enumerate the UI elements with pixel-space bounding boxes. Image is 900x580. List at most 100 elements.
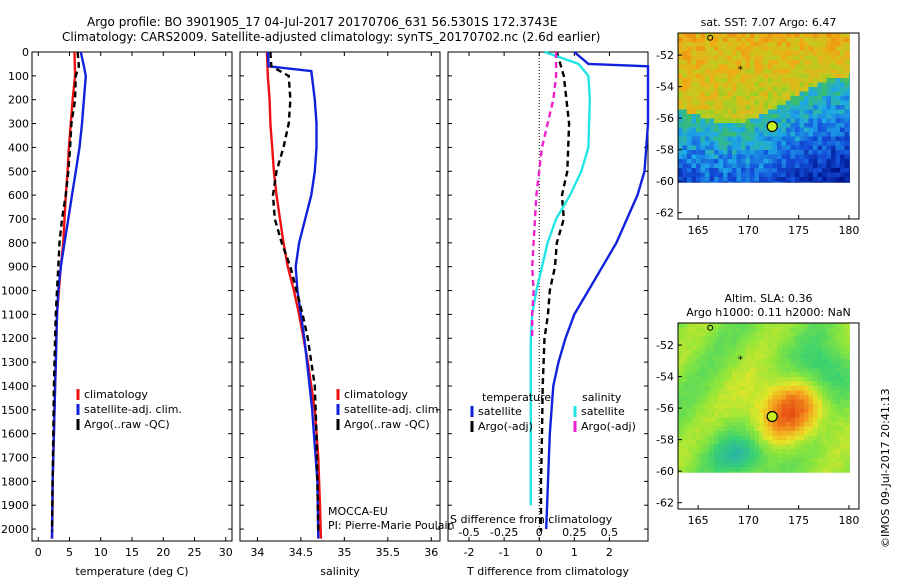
heatmap-cell: [763, 73, 769, 79]
heatmap-cell: [835, 82, 841, 88]
heatmap-cell: [840, 78, 845, 83]
heatmap-cell: [795, 350, 800, 355]
heatmap-cell: [840, 467, 845, 472]
heatmap-cell: [759, 177, 764, 182]
heatmap-cell: [786, 123, 791, 128]
heatmap-cell: [799, 426, 805, 432]
heatmap-cell: [763, 363, 769, 369]
heatmap-cell: [727, 109, 733, 115]
heatmap-cell: [840, 73, 845, 79]
heatmap-cell: [777, 390, 782, 396]
heatmap-cell: [682, 100, 688, 106]
heatmap-cell: [682, 404, 688, 409]
sst-map: 165 170 175 180-52-54-56-58-60-62*sat. SST:…: [656, 16, 860, 237]
heatmap-cell: [768, 426, 773, 432]
heatmap-cell: [813, 145, 818, 151]
heatmap-cell: [831, 127, 836, 133]
heatmap-cell: [844, 82, 850, 88]
heatmap-cell: [822, 354, 827, 360]
heatmap-cell: [831, 132, 836, 137]
heatmap-cell: [768, 390, 773, 396]
heatmap-cell: [768, 431, 773, 436]
heatmap-cell: [718, 467, 724, 472]
heatmap-cell: [727, 327, 733, 333]
heatmap-cell: [700, 105, 706, 110]
heatmap-cell: [790, 377, 796, 382]
no-data-area: [678, 472, 859, 509]
heatmap-cell: [691, 46, 697, 52]
heatmap-cell: [831, 417, 836, 423]
heatmap-cell: [709, 42, 715, 47]
heatmap-cell: [781, 132, 787, 137]
heatmap-cell: [781, 114, 787, 119]
x-tick-label: 180: [838, 224, 859, 237]
y-tick-label: 700: [8, 213, 29, 226]
heatmap-cell: [826, 64, 832, 70]
heatmap-cell: [808, 150, 814, 155]
heatmap-cell: [687, 462, 692, 468]
heatmap-cell: [736, 332, 742, 337]
heatmap-cell: [804, 458, 809, 463]
heatmap-cell: [786, 413, 791, 418]
heatmap-cell: [795, 177, 800, 182]
heatmap-cell: [804, 431, 809, 436]
heatmap-cell: [795, 100, 800, 106]
heatmap-cell: [700, 100, 706, 106]
heatmap-cell: [741, 69, 746, 74]
heatmap-cell: [741, 177, 746, 182]
heatmap-cell: [768, 177, 773, 182]
heatmap-cell: [795, 341, 800, 346]
heatmap-cell: [682, 449, 688, 454]
heatmap-cell: [799, 381, 805, 387]
heatmap-cell: [826, 408, 832, 414]
heatmap-cell: [817, 78, 823, 83]
heatmap-cell: [705, 431, 710, 436]
heatmap-cell: [678, 172, 683, 178]
heatmap-cell: [741, 431, 746, 436]
heatmap-cell: [754, 159, 760, 164]
heatmap-cell: [840, 96, 845, 101]
heatmap-cell: [732, 82, 737, 88]
heatmap-cell: [700, 359, 706, 364]
heatmap-cell: [799, 87, 805, 92]
heatmap-cell: [754, 42, 760, 47]
heatmap-cell: [804, 55, 809, 61]
heatmap-cell: [817, 55, 823, 61]
heatmap-cell: [835, 390, 841, 396]
heatmap-cell: [745, 141, 751, 146]
heatmap-cell: [732, 159, 737, 164]
heatmap-cell: [817, 359, 823, 364]
heatmap-cell: [781, 73, 787, 79]
y-tick-label: 1600: [1, 428, 29, 441]
heatmap-cell: [768, 327, 773, 333]
heatmap-cell: [678, 426, 683, 432]
heatmap-cell: [736, 413, 742, 418]
heatmap-cell: [682, 33, 688, 38]
heatmap-cell: [781, 399, 787, 405]
heatmap-cell: [718, 395, 724, 400]
heatmap-cell: [795, 345, 800, 351]
heatmap-cell: [817, 449, 823, 454]
heatmap-cell: [813, 37, 818, 43]
heatmap-cell: [678, 87, 683, 92]
heatmap-cell: [705, 359, 710, 364]
heatmap-cell: [696, 327, 701, 333]
heatmap-cell: [781, 327, 787, 333]
heatmap-cell: [705, 327, 710, 333]
heatmap-cell: [678, 417, 683, 423]
heatmap-cell: [736, 82, 742, 88]
heatmap-cell: [759, 114, 764, 119]
heatmap-cell: [817, 350, 823, 355]
heatmap-cell: [705, 336, 710, 342]
heatmap-cell: [804, 426, 809, 432]
heatmap-cell: [682, 332, 688, 337]
heatmap-cell: [835, 73, 841, 79]
heatmap-cell: [844, 69, 850, 74]
heatmap-cell: [840, 150, 845, 155]
heatmap-cell: [732, 96, 737, 101]
heatmap-cell: [682, 114, 688, 119]
heatmap-cell: [691, 145, 697, 151]
heatmap-cell: [754, 435, 760, 441]
heatmap-cell: [700, 372, 706, 378]
heatmap-cell: [795, 332, 800, 337]
